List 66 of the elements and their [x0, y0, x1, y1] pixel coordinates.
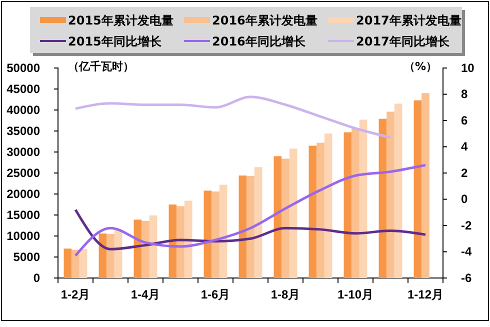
legend-label: 2016年累计发电量 [212, 14, 318, 28]
y-tick-label: 15000 [6, 208, 40, 222]
line-series [74, 164, 427, 257]
bar [289, 148, 298, 278]
line-series [74, 96, 392, 139]
y-tick-label: 45000 [6, 82, 40, 96]
bar [324, 134, 332, 278]
bar [352, 128, 360, 278]
x-tick-label: 1-12月 [407, 288, 444, 302]
y2-tick-label: -6 [461, 270, 472, 285]
y-tick-label: 0 [33, 270, 40, 285]
legend-label: 2016年同比增长 [212, 34, 306, 48]
bar [64, 248, 72, 278]
x-tick-label: 1-10月 [337, 288, 374, 302]
y-tick-label: 50000 [6, 60, 40, 75]
legend-label: 2017年累计发电量 [356, 14, 462, 28]
bar [219, 184, 228, 278]
line-series [74, 208, 427, 250]
y-tick-label: 30000 [6, 144, 40, 159]
x-tick-label: 1-8月 [270, 288, 300, 302]
bar [274, 156, 282, 278]
bar [176, 206, 184, 278]
bar [359, 120, 368, 278]
bar [254, 167, 262, 278]
y2-axis-title: （%） [404, 60, 437, 73]
legend-label: 2015年累计发电量 [68, 14, 174, 28]
legend-label: 2017年同比增长 [356, 34, 450, 48]
y2-tick-label: 10 [461, 60, 475, 75]
x-tick-label: 1-4月 [130, 288, 160, 302]
y-tick-label: 10000 [6, 228, 40, 243]
bar [386, 112, 394, 278]
bar [414, 100, 422, 278]
y2-tick-label: -4 [461, 244, 472, 259]
y2-tick-label: 2 [461, 166, 468, 180]
y-axis-title: （亿千瓦时） [68, 60, 134, 73]
y2-tick-label: 0 [461, 192, 468, 206]
bar [72, 250, 80, 278]
y-tick-label: 35000 [6, 124, 40, 138]
bar [282, 158, 290, 278]
bar [308, 146, 317, 278]
bar [344, 132, 352, 278]
x-tick-label: 1-2月 [60, 288, 90, 302]
legend-label: 2015年同比增长 [68, 34, 162, 48]
y2-tick-label: 6 [461, 113, 468, 128]
y2-tick-label: 8 [461, 87, 468, 102]
y2-tick-label: 4 [461, 140, 468, 154]
bar [149, 215, 158, 278]
bar [204, 190, 212, 278]
y-tick-label: 25000 [6, 166, 40, 180]
bar [98, 233, 107, 278]
y-tick-label: 20000 [6, 186, 40, 201]
bar [184, 200, 192, 278]
bar [246, 176, 254, 278]
bar [378, 118, 387, 278]
bar [142, 220, 150, 278]
y-tick-label: 5000 [13, 250, 40, 264]
bar [394, 104, 402, 278]
bar [422, 93, 430, 278]
y-tick-label: 40000 [6, 102, 40, 117]
bar [106, 234, 114, 278]
bar [212, 191, 220, 278]
x-tick-label: 1-6月 [200, 288, 230, 302]
bar [238, 176, 247, 278]
bar [316, 142, 324, 278]
y2-tick-label: -2 [461, 218, 472, 232]
bar [79, 249, 88, 278]
